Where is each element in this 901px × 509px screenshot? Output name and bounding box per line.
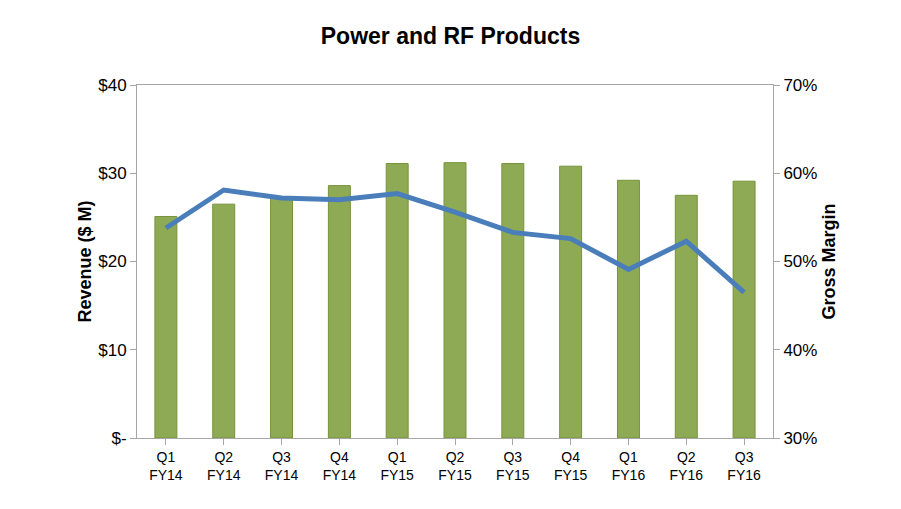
- svg-text:Q1FY16: Q1FY16: [612, 449, 646, 483]
- svg-text:Q3FY15: Q3FY15: [496, 449, 530, 483]
- svg-text:Q4FY15: Q4FY15: [554, 449, 588, 483]
- svg-text:Power and RF Products: Power and RF Products: [321, 23, 580, 49]
- svg-text:Revenue ($ M): Revenue ($ M): [75, 200, 95, 322]
- svg-text:Gross Margin: Gross Margin: [819, 203, 839, 319]
- svg-text:Q3FY14: Q3FY14: [265, 449, 299, 483]
- svg-text:$20: $20: [98, 252, 126, 271]
- svg-text:$-: $-: [111, 429, 126, 448]
- svg-text:50%: 50%: [783, 252, 817, 271]
- svg-text:70%: 70%: [783, 76, 817, 95]
- svg-text:Q1FY14: Q1FY14: [149, 449, 183, 483]
- svg-text:Q4FY14: Q4FY14: [323, 449, 357, 483]
- svg-text:Q2FY14: Q2FY14: [207, 449, 241, 483]
- svg-text:Q2FY16: Q2FY16: [670, 449, 704, 483]
- svg-text:$30: $30: [98, 164, 126, 183]
- svg-text:Q2FY15: Q2FY15: [438, 449, 472, 483]
- svg-text:40%: 40%: [783, 341, 817, 360]
- svg-text:$10: $10: [98, 341, 126, 360]
- svg-text:30%: 30%: [783, 429, 817, 448]
- svg-text:Q3FY16: Q3FY16: [727, 449, 761, 483]
- svg-text:60%: 60%: [783, 164, 817, 183]
- svg-text:$40: $40: [98, 76, 126, 95]
- svg-text:Q1FY15: Q1FY15: [380, 449, 414, 483]
